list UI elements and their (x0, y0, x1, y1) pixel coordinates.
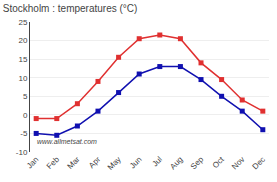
svg-text:Stockholm : temperatures (°C): Stockholm : temperatures (°C) (3, 3, 138, 14)
svg-text:Jul: Jul (150, 155, 164, 169)
svg-text:Feb: Feb (45, 154, 62, 171)
svg-text:20: 20 (18, 36, 27, 45)
svg-text:Oct: Oct (211, 154, 227, 170)
svg-text:Sep: Sep (189, 154, 206, 171)
svg-text:25: 25 (18, 18, 27, 27)
svg-text:-10: -10 (16, 148, 28, 157)
svg-text:May: May (106, 155, 123, 172)
svg-text:10: 10 (18, 74, 27, 83)
svg-text:Nov: Nov (230, 155, 246, 171)
svg-text:www.allmetsat.com: www.allmetsat.com (37, 138, 97, 145)
svg-text:Jun: Jun (128, 155, 143, 170)
svg-text:Apr: Apr (87, 155, 102, 170)
svg-text:Jan: Jan (25, 155, 40, 170)
svg-text:5: 5 (23, 92, 28, 101)
svg-text:Dec: Dec (251, 155, 267, 171)
svg-text:Aug: Aug (168, 155, 184, 171)
svg-text:15: 15 (18, 55, 27, 64)
svg-text:Mar: Mar (66, 155, 82, 171)
svg-text:-5: -5 (20, 129, 28, 138)
svg-text:0: 0 (23, 111, 28, 120)
